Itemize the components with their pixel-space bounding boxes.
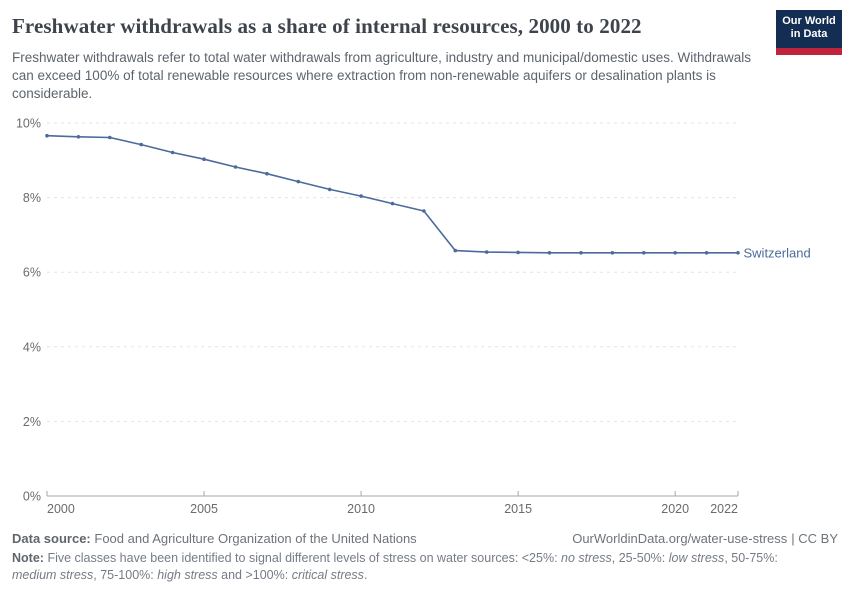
owid-logo-line2: in Data <box>790 28 828 40</box>
note-text: Five classes have been identified to sig… <box>12 551 778 582</box>
data-point[interactable] <box>45 133 49 138</box>
data-point[interactable] <box>202 157 206 161</box>
y-tick-label: 10% <box>16 117 41 131</box>
data-point[interactable] <box>265 171 269 176</box>
data-point[interactable] <box>673 251 677 255</box>
data-point[interactable] <box>453 248 458 253</box>
footer-links: OurWorldinData.org/water-use-stress | CC … <box>572 531 838 546</box>
data-point[interactable] <box>233 165 238 169</box>
entity-label[interactable]: Switzerland <box>744 245 811 260</box>
data-point[interactable] <box>359 194 363 198</box>
y-tick-label: 8% <box>23 191 41 205</box>
y-tick-label: 6% <box>23 266 41 280</box>
x-tick-label: 2000 <box>47 502 75 516</box>
footer-note: Note: Five classes have been identified … <box>12 550 812 584</box>
page-title: Freshwater withdrawals as a share of int… <box>12 14 642 38</box>
y-tick-label: 4% <box>23 340 41 354</box>
x-tick-label: 2010 <box>347 502 375 516</box>
x-tick-label: 2022 <box>710 502 738 516</box>
data-point[interactable] <box>170 150 175 155</box>
footer-source-row: Data source: Food and Agriculture Organi… <box>12 531 838 546</box>
owid-logo-line1: Our World <box>782 15 836 27</box>
license-label: | CC BY <box>791 531 838 546</box>
data-point[interactable] <box>579 251 583 255</box>
data-point[interactable] <box>547 251 552 255</box>
series-line[interactable] <box>46 134 739 254</box>
data-source: Data source: Food and Agriculture Organi… <box>12 531 417 546</box>
owid-url-link[interactable]: OurWorldinData.org/water-use-stress <box>572 531 788 546</box>
data-point[interactable] <box>422 209 426 213</box>
data-point[interactable] <box>108 135 112 140</box>
y-tick-label: 2% <box>23 415 41 429</box>
x-tick-label: 2020 <box>661 502 689 516</box>
chart-subtitle: Freshwater withdrawals refer to total wa… <box>12 50 752 101</box>
data-source-value: Food and Agriculture Organization of the… <box>94 531 417 546</box>
data-point[interactable] <box>610 251 615 255</box>
data-point[interactable] <box>390 201 395 206</box>
data-point[interactable] <box>327 187 332 192</box>
owid-logo[interactable]: Our World in Data <box>776 10 842 55</box>
x-tick-label: 2015 <box>504 502 532 516</box>
data-point[interactable] <box>736 251 740 255</box>
data-point[interactable] <box>516 250 520 255</box>
data-point[interactable] <box>139 142 143 147</box>
data-point[interactable] <box>296 179 301 184</box>
x-tick-label: 2005 <box>190 502 218 516</box>
note-label: Note: <box>12 551 44 565</box>
data-point[interactable] <box>642 251 646 255</box>
y-tick-label: 0% <box>23 490 41 504</box>
data-point[interactable] <box>76 135 81 139</box>
data-point[interactable] <box>704 251 709 255</box>
data-source-label: Data source: <box>12 531 91 546</box>
data-point[interactable] <box>484 250 489 254</box>
